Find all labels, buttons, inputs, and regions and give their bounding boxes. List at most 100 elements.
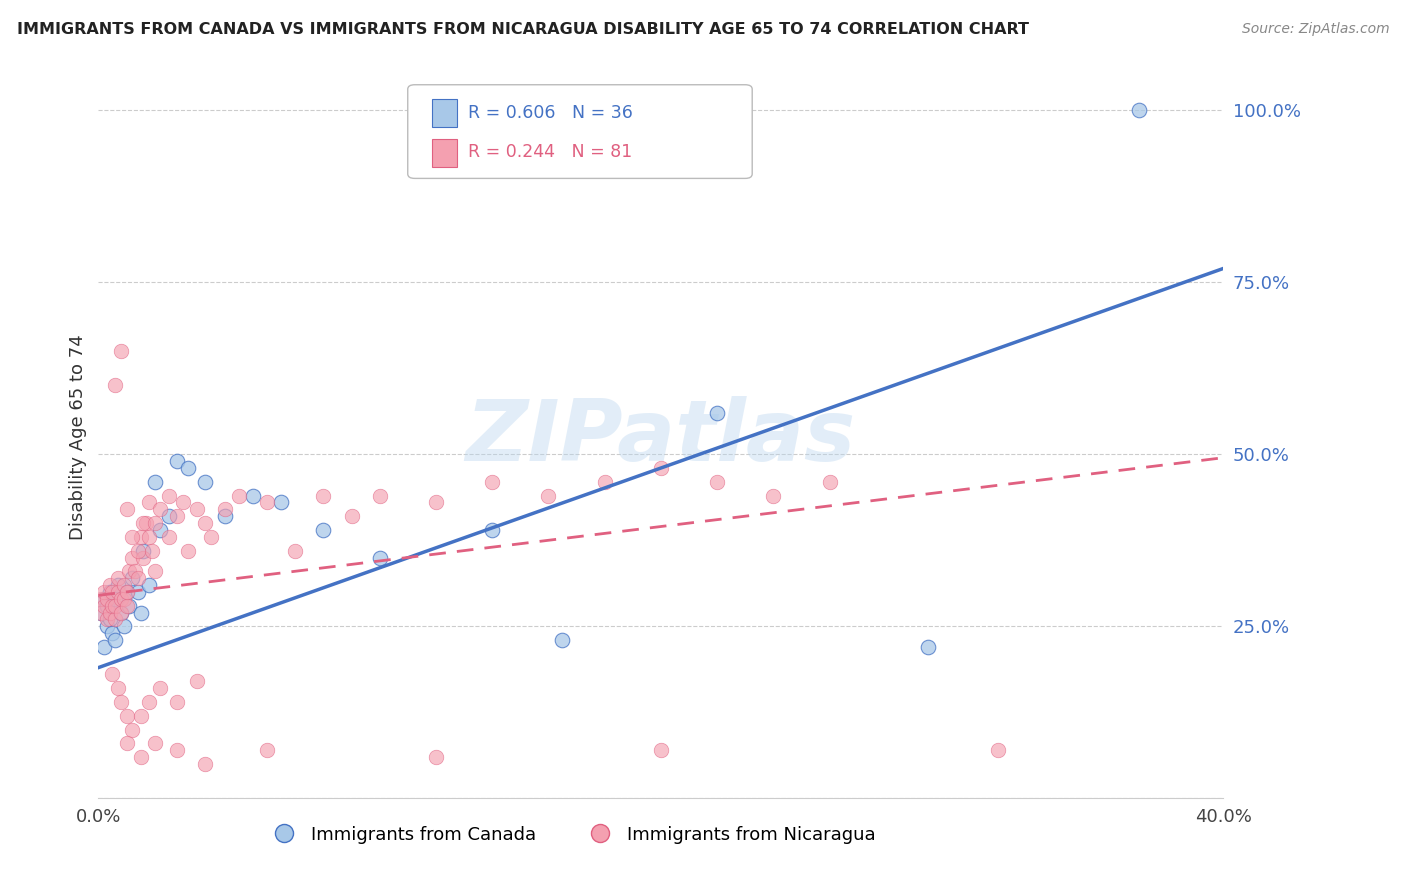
Point (138, 530, 160, 544)
Text: IMMIGRANTS FROM CANADA VS IMMIGRANTS FROM NICARAGUA DISABILITY AGE 65 TO 74 CORR: IMMIGRANTS FROM CANADA VS IMMIGRANTS FRO… (17, 22, 1029, 37)
Point (96, 591, 118, 606)
Point (157, 530, 180, 544)
Point (551, 633, 574, 648)
Point (96, 612, 118, 626)
Point (138, 495, 160, 509)
Point (987, 743, 1010, 757)
Point (101, 585, 124, 599)
Point (143, 516, 166, 530)
Text: R = 0.244   N = 81: R = 0.244 N = 81 (468, 143, 633, 161)
Point (138, 695, 160, 709)
Point (101, 626, 124, 640)
Point (129, 530, 152, 544)
Point (129, 750, 152, 764)
Point (93, 591, 115, 606)
Point (110, 344, 132, 359)
Point (706, 406, 728, 420)
Point (104, 633, 127, 648)
Point (650, 743, 672, 757)
Point (143, 475, 166, 489)
Point (132, 550, 155, 565)
Point (425, 495, 447, 509)
Point (112, 578, 135, 592)
Point (98, 585, 121, 599)
Point (118, 599, 141, 613)
Text: Source: ZipAtlas.com: Source: ZipAtlas.com (1241, 22, 1389, 37)
Point (157, 489, 180, 503)
Point (93, 599, 115, 613)
Legend: Immigrants from Canada, Immigrants from Nicaragua: Immigrants from Canada, Immigrants from … (259, 818, 883, 851)
Point (284, 543, 307, 558)
Point (121, 571, 143, 585)
Point (104, 599, 127, 613)
Point (256, 495, 278, 509)
Point (143, 564, 166, 578)
Point (121, 530, 143, 544)
Point (104, 378, 127, 392)
Point (127, 543, 149, 558)
Point (121, 550, 143, 565)
Point (425, 750, 447, 764)
Point (138, 578, 160, 592)
Text: R = 0.606   N = 36: R = 0.606 N = 36 (468, 104, 633, 122)
Point (129, 708, 152, 723)
Point (112, 591, 135, 606)
Point (141, 543, 163, 558)
Point (149, 502, 172, 516)
Point (110, 591, 132, 606)
Point (214, 509, 236, 524)
Point (127, 585, 149, 599)
Point (917, 640, 939, 654)
Point (481, 523, 503, 537)
Point (135, 516, 157, 530)
Point (1128, 103, 1150, 118)
Point (312, 489, 335, 503)
Point (98, 578, 121, 592)
Point (107, 681, 129, 696)
Point (129, 606, 152, 620)
Point (110, 606, 132, 620)
Point (104, 612, 127, 626)
Text: ZIPatlas: ZIPatlas (465, 395, 856, 479)
Point (115, 502, 138, 516)
Point (121, 723, 143, 737)
Point (112, 619, 135, 633)
Point (481, 475, 503, 489)
Point (90, 606, 112, 620)
Point (143, 736, 166, 750)
Point (107, 585, 129, 599)
Point (200, 530, 222, 544)
Point (132, 543, 155, 558)
Point (166, 509, 188, 524)
Point (214, 502, 236, 516)
Point (90, 591, 112, 606)
Point (706, 475, 728, 489)
Point (157, 509, 180, 524)
Point (228, 489, 250, 503)
Point (312, 523, 335, 537)
Point (127, 571, 149, 585)
Point (110, 695, 132, 709)
Point (93, 585, 115, 599)
Point (194, 516, 217, 530)
Point (186, 674, 208, 689)
Point (149, 523, 172, 537)
Point (340, 509, 363, 524)
Point (256, 743, 278, 757)
Point (818, 475, 841, 489)
Point (115, 585, 138, 599)
Point (368, 550, 391, 565)
Point (115, 585, 138, 599)
Point (166, 743, 188, 757)
Point (104, 591, 127, 606)
Point (124, 564, 146, 578)
Point (368, 489, 391, 503)
Point (177, 543, 200, 558)
Point (270, 495, 292, 509)
Point (118, 564, 141, 578)
Point (194, 756, 217, 771)
Point (107, 571, 129, 585)
Point (115, 599, 138, 613)
Point (93, 640, 115, 654)
Point (166, 454, 188, 468)
